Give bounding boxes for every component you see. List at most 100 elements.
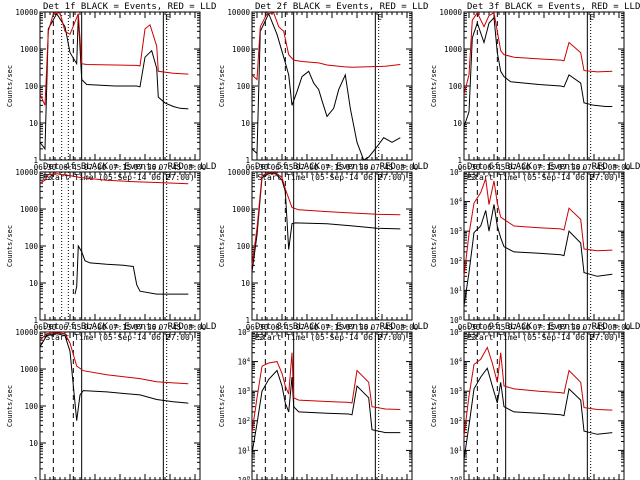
lld-series-line — [251, 12, 401, 81]
y-tick-label: 105 — [450, 328, 462, 337]
x-tick-label: 08:00 — [396, 323, 419, 332]
y-tick-label: 10000 — [227, 168, 250, 177]
x-tick-label: 07:15 — [533, 323, 556, 332]
detector-panel: Det 9f BLACK = Events, RED = LLD 100 101 10… — [430, 322, 640, 480]
y-axis-label: Counts/sec — [6, 65, 14, 107]
event-marker-label: E — [165, 333, 170, 342]
x-tick-label: 06:30 — [246, 163, 269, 172]
y-tick-label: 102 — [238, 417, 250, 426]
y-tick-label: 101 — [450, 446, 462, 455]
detector-panel: Det 5f BLACK = Events, RED = LLD 1 10 100 10… — [218, 162, 428, 342]
event-marker-label: E — [377, 173, 382, 182]
y-tick-label: 1000 — [20, 45, 39, 54]
x-tick-label: 07:15 — [109, 323, 132, 332]
y-axis-label: Counts/sec — [430, 65, 438, 107]
x-tick-label: 07:30 — [346, 163, 369, 172]
x-tick-label: 08:00 — [608, 323, 631, 332]
y-tick-label: 100 — [236, 242, 250, 251]
event-marker-label: E — [377, 13, 382, 22]
plot-frame — [39, 331, 201, 480]
detector-panel: Det 2f BLACK = Events, RED = LLD 1 10 100 10… — [218, 2, 428, 182]
events-series-line — [463, 367, 613, 460]
detector-panel: Det 1f BLACK = Events, RED = LLD 1 10 100 10… — [6, 2, 216, 182]
y-tick-label: 100 — [238, 476, 250, 480]
events-series-line — [463, 16, 613, 127]
y-axis-label: Counts/sec — [6, 385, 14, 427]
x-tick-label: 07:00 — [84, 163, 107, 172]
lld-series-line — [463, 11, 613, 95]
x-tick-label: 06:45 — [59, 323, 82, 332]
y-tick-label: 1 — [33, 476, 38, 480]
x-tick-label: 07:30 — [346, 323, 369, 332]
x-tick-label: 07:45 — [371, 163, 394, 172]
lld-series-line — [39, 332, 189, 385]
y-tick-label: 104 — [450, 198, 463, 207]
y-tick-label: 104 — [450, 358, 463, 367]
panel-title: Det 7f BLACK = Events, RED = LLD — [43, 322, 216, 332]
x-tick-label: 07:00 — [296, 163, 319, 172]
x-tick-label: 07:00 — [508, 323, 531, 332]
y-tick-label: 1000 — [20, 205, 39, 214]
y-axis-label: Counts/sec — [430, 385, 438, 427]
y-tick-label: 1 — [457, 156, 462, 165]
event-marker-label: E — [589, 13, 594, 22]
x-tick-label: 06:30 — [458, 163, 481, 172]
y-tick-label: 100 — [24, 402, 38, 411]
y-tick-label: 104 — [238, 358, 251, 367]
detector-panel: Det 4f BLACK = Events, RED = LLD 1 10 100 10… — [6, 162, 216, 342]
y-tick-label: 103 — [238, 387, 250, 396]
events-series-line — [463, 204, 613, 306]
plot-frame — [39, 171, 201, 321]
panel-title: Det 2f BLACK = Events, RED = LLD — [255, 2, 428, 12]
x-tick-label: 07:45 — [159, 323, 182, 332]
panel-title: Det 5f BLACK = Events, RED = LLD — [255, 162, 428, 172]
panel-title: Det 3f BLACK = Events, RED = LLD — [467, 2, 640, 12]
events-series-line — [39, 333, 189, 421]
x-tick-label: 07:30 — [558, 163, 581, 172]
x-tick-label: 07:15 — [109, 163, 132, 172]
lld-series-line — [463, 346, 613, 437]
events-series-line — [39, 12, 189, 151]
y-tick-label: 1000 — [20, 365, 39, 374]
y-tick-label: 10 — [29, 439, 39, 448]
panel-title: Det 9f BLACK = Events, RED = LLD — [467, 322, 640, 332]
y-tick-label: 105 — [450, 168, 462, 177]
x-tick-label: 06:45 — [483, 163, 506, 172]
y-axis-label: Counts/sec — [218, 225, 226, 267]
y-tick-label: 10000 — [439, 8, 462, 17]
plot-frame — [463, 11, 625, 161]
lld-series-line — [39, 173, 189, 185]
y-tick-label: 100 — [24, 82, 38, 91]
event-marker-label: E — [377, 333, 382, 342]
y-tick-label: 100 — [448, 82, 462, 91]
y-tick-label: 103 — [450, 227, 462, 236]
x-tick-label: 07:30 — [134, 323, 157, 332]
y-axis-label: Counts/sec — [6, 225, 14, 267]
detector-panel: Det 8f BLACK = Events, RED = LLD 100 101 10… — [218, 322, 428, 480]
event-marker-label: E3 — [255, 333, 265, 342]
event-marker-label: E — [589, 173, 594, 182]
x-tick-label: 07:00 — [296, 323, 319, 332]
lld-series-line — [251, 172, 401, 266]
events-series-line — [251, 12, 401, 161]
y-tick-label: 100 — [24, 242, 38, 251]
y-tick-label: 10 — [241, 119, 251, 128]
y-tick-label: 100 — [450, 476, 462, 480]
y-axis-label: Counts/sec — [430, 225, 438, 267]
y-axis-label: Counts/sec — [218, 65, 226, 107]
panel-title: Det 1f BLACK = Events, RED = LLD — [43, 2, 216, 12]
x-tick-label: 06:45 — [271, 163, 294, 172]
x-tick-label: 08:00 — [608, 163, 631, 172]
y-tick-label: 105 — [238, 328, 250, 337]
y-tick-label: 1000 — [232, 45, 251, 54]
y-tick-label: 101 — [238, 446, 250, 455]
x-tick-label: 06:30 — [34, 163, 57, 172]
x-tick-label: 07:30 — [134, 163, 157, 172]
event-marker-label: E3 — [467, 173, 477, 182]
y-tick-label: 1 — [245, 156, 250, 165]
x-tick-label: 08:00 — [396, 163, 419, 172]
plot-frame — [251, 171, 413, 321]
lld-series-line — [251, 352, 401, 433]
x-tick-label: 07:45 — [159, 163, 182, 172]
